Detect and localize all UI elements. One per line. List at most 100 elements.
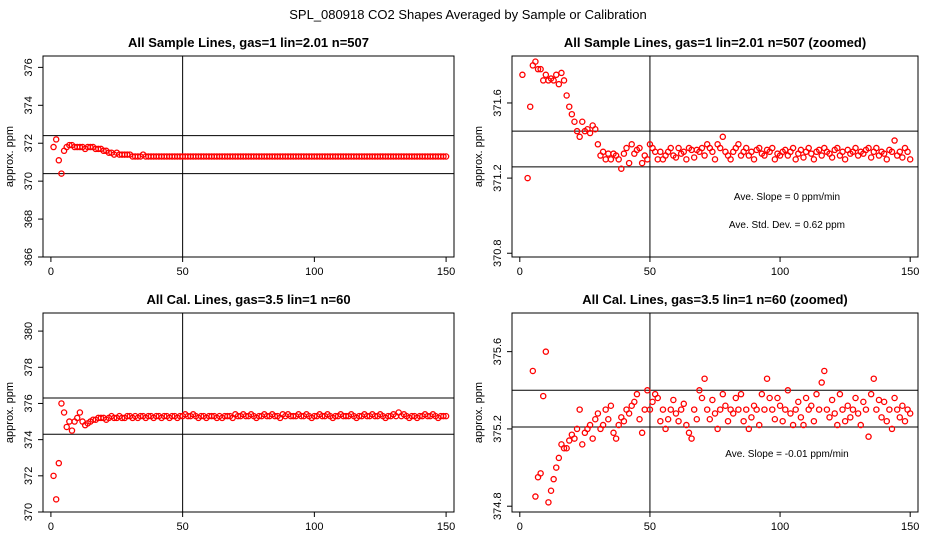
data-point	[657, 148, 664, 156]
data-point	[599, 421, 607, 429]
data-point	[834, 421, 841, 429]
data-point	[442, 412, 450, 420]
data-point	[750, 156, 758, 163]
data-point	[701, 375, 708, 382]
data-point	[893, 406, 901, 413]
data-point	[589, 435, 596, 442]
data-point	[646, 406, 654, 413]
data-point	[620, 150, 628, 157]
data-point	[649, 398, 656, 406]
y-tick-label: 370.8	[492, 239, 504, 267]
data-points	[519, 58, 914, 182]
y-tick-label: 374	[23, 96, 35, 114]
data-point	[818, 152, 825, 159]
data-point	[808, 402, 815, 409]
data-point	[729, 410, 737, 417]
data-point	[607, 156, 615, 163]
data-point	[784, 387, 792, 394]
plot-frame	[511, 312, 919, 513]
data-point	[808, 150, 815, 157]
data-point	[779, 417, 786, 425]
data-point	[722, 402, 729, 409]
y-tick-label: 370	[23, 503, 35, 521]
data-point	[641, 406, 648, 413]
data-point	[878, 414, 885, 421]
data-point	[594, 141, 602, 148]
data-point	[870, 375, 878, 382]
data-point	[87, 143, 94, 151]
data-point	[636, 144, 643, 152]
data-point	[545, 499, 552, 506]
data-point	[703, 406, 711, 413]
data-point	[696, 387, 703, 394]
data-point	[841, 156, 849, 163]
data-point	[886, 406, 893, 413]
data-point	[539, 77, 547, 84]
data-point	[662, 425, 669, 433]
data-point	[873, 144, 880, 152]
x-tick-label: 0	[517, 266, 523, 278]
y-axis-label: approx. ppm	[4, 126, 16, 187]
data-point	[576, 406, 583, 413]
data-point	[852, 144, 859, 152]
data-point	[579, 118, 586, 125]
y-tick-label: 374	[23, 430, 35, 448]
data-point	[672, 410, 680, 417]
data-point	[719, 390, 727, 398]
data-point	[586, 421, 594, 429]
y-tick-label: 366	[23, 248, 35, 266]
x-tick-label: 0	[517, 521, 523, 533]
data-point	[818, 379, 825, 386]
x-tick-label: 50	[177, 521, 189, 533]
data-point	[701, 152, 708, 159]
data-point	[745, 425, 753, 433]
data-point	[50, 472, 57, 480]
data-point	[568, 110, 576, 118]
data-point	[58, 170, 65, 177]
data-point	[828, 154, 836, 161]
data-point	[805, 144, 812, 152]
data-point	[841, 417, 849, 425]
data-point	[623, 144, 630, 152]
data-point	[883, 156, 891, 163]
data-point	[766, 394, 773, 402]
data-point	[727, 156, 734, 163]
data-point	[625, 410, 633, 417]
data-point	[124, 151, 131, 158]
data-point	[906, 410, 914, 417]
data-point	[792, 406, 799, 413]
data-point	[563, 444, 570, 452]
y-tick-label: 372	[23, 467, 35, 485]
data-point	[901, 417, 909, 425]
data-point	[755, 421, 763, 429]
y-axis-label: approx. ppm	[473, 126, 485, 187]
data-point	[605, 150, 612, 157]
x-tick-label: 100	[771, 521, 789, 533]
data-point	[52, 136, 60, 143]
data-points	[50, 400, 450, 503]
data-point	[719, 133, 727, 141]
y-tick-label: 375.2	[492, 415, 504, 443]
chart-annotation: Ave. Std. Dev. = 0.62 ppm	[729, 220, 845, 231]
x-tick-label: 100	[771, 266, 789, 278]
data-point	[534, 65, 542, 73]
data-point	[821, 367, 828, 375]
data-point	[706, 416, 714, 423]
data-point	[685, 429, 693, 437]
data-point	[66, 141, 73, 149]
data-point	[854, 410, 862, 417]
data-point	[675, 144, 682, 152]
x-tick-label: 0	[48, 266, 54, 278]
data-point	[620, 417, 628, 425]
x-tick-label: 50	[644, 266, 656, 278]
data-point	[698, 394, 706, 402]
plot-frame	[42, 55, 455, 258]
data-point	[826, 414, 833, 421]
data-point	[683, 156, 690, 163]
data-point	[714, 425, 721, 433]
y-tick-label: 376	[23, 58, 35, 76]
data-point	[735, 406, 742, 413]
data-point	[539, 392, 547, 400]
data-point	[852, 394, 859, 402]
